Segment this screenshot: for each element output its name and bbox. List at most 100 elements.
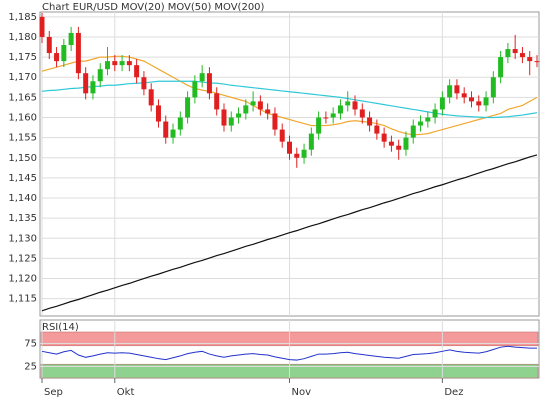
candle-body (301, 149, 307, 158)
y-tick-label: 1,145 (8, 173, 37, 184)
y-tick-label: 1,130 (8, 233, 37, 244)
y-tick-label: 1,180 (8, 32, 37, 43)
x-tick-label: Nov (292, 387, 312, 398)
candle-body (75, 32, 81, 74)
y-tick-label: 1,165 (8, 92, 37, 103)
candle-body (308, 133, 314, 150)
candle-body (388, 141, 394, 146)
candle-body (425, 117, 431, 122)
candle-body (54, 53, 60, 62)
candle-body (221, 109, 227, 126)
candle-body (461, 93, 467, 98)
candle-body (534, 61, 540, 63)
candle-body (287, 141, 292, 154)
legend-label: MOV(20) (121, 2, 165, 13)
y-tick-label: 75 (24, 339, 37, 350)
y-tick-label: 1,175 (8, 52, 37, 63)
legend-label: MOV(200) (214, 2, 264, 13)
y-tick-label: 1,185 (8, 12, 37, 23)
candle-body (439, 97, 445, 110)
y-tick-label: 1,155 (8, 133, 37, 144)
candle-body (236, 113, 242, 118)
candle-body (468, 97, 474, 102)
x-tick-label: Sep (44, 387, 63, 398)
candle-body (403, 137, 409, 150)
candle-body (337, 105, 343, 114)
x-tick-label: Okt (117, 387, 135, 398)
candle-body (170, 129, 176, 138)
candle-body (432, 109, 438, 118)
candle-body (90, 81, 96, 94)
y-tick-label: 1,125 (8, 253, 37, 264)
candle-body (148, 89, 154, 106)
candle-body (345, 101, 351, 106)
candle-body (519, 53, 525, 58)
candle-body (97, 69, 103, 82)
candle-body (512, 49, 518, 54)
candle-body (498, 57, 504, 78)
candle-body (134, 65, 140, 78)
candle-body (105, 61, 111, 70)
candle-body (476, 101, 482, 106)
candle-body (243, 105, 249, 114)
chart-title: Chart EUR/USD (42, 2, 118, 13)
candle-body (527, 57, 533, 62)
y-tick-label: 1,140 (8, 193, 37, 204)
candle-body (155, 105, 161, 122)
candle-body (505, 49, 511, 58)
candle-body (68, 32, 74, 46)
candle-body (163, 121, 169, 138)
candle-body (39, 16, 45, 37)
y-tick-label: 1,135 (8, 213, 37, 224)
moving-average-line (41, 55, 538, 136)
rsi-line (41, 345, 537, 361)
panel-title: RSI(14) (42, 322, 79, 333)
candle-body (265, 109, 271, 114)
candle-body (330, 113, 336, 118)
moving-average-line (41, 154, 538, 312)
candle-body (352, 101, 358, 110)
candle-body (454, 85, 460, 94)
candle-body (359, 109, 365, 118)
candle-body (374, 125, 380, 134)
candle-body (250, 101, 256, 106)
candle-body (323, 117, 329, 119)
candle-body (367, 117, 373, 126)
candle-body (316, 117, 322, 134)
candle-body (228, 117, 234, 126)
candle-body (396, 145, 402, 150)
candle-body (447, 85, 453, 98)
candle-body (294, 153, 300, 158)
candle-body (192, 81, 198, 98)
candle-body (61, 45, 67, 62)
candle-body (83, 73, 89, 94)
candle-body (126, 61, 132, 66)
candle-body (490, 77, 496, 98)
y-tick-label: 25 (24, 362, 37, 373)
candle-body (177, 117, 183, 130)
legend-label: MOV(50) (168, 2, 212, 13)
y-tick-label: 1,170 (8, 72, 37, 83)
candle-body (46, 36, 52, 54)
candle-body (483, 97, 489, 106)
y-tick-label: 1,160 (8, 112, 37, 123)
candle-body (199, 73, 205, 82)
candle-body (272, 113, 278, 130)
candle-body (185, 97, 191, 118)
candle-body (279, 129, 285, 142)
candle-body (257, 101, 263, 110)
candle-body (214, 93, 220, 110)
y-tick-label: 1,150 (8, 153, 37, 164)
candle-body (112, 61, 118, 66)
candle-body (119, 61, 125, 66)
candle-body (206, 73, 212, 94)
candle-body (418, 121, 424, 126)
y-tick-label: 1,115 (8, 294, 37, 305)
candle-body (410, 125, 416, 138)
candle-body (381, 133, 387, 142)
candle-body (141, 77, 147, 90)
x-tick-label: Dez (444, 387, 463, 398)
moving-average-line (41, 80, 538, 119)
y-tick-label: 1,120 (8, 274, 37, 285)
